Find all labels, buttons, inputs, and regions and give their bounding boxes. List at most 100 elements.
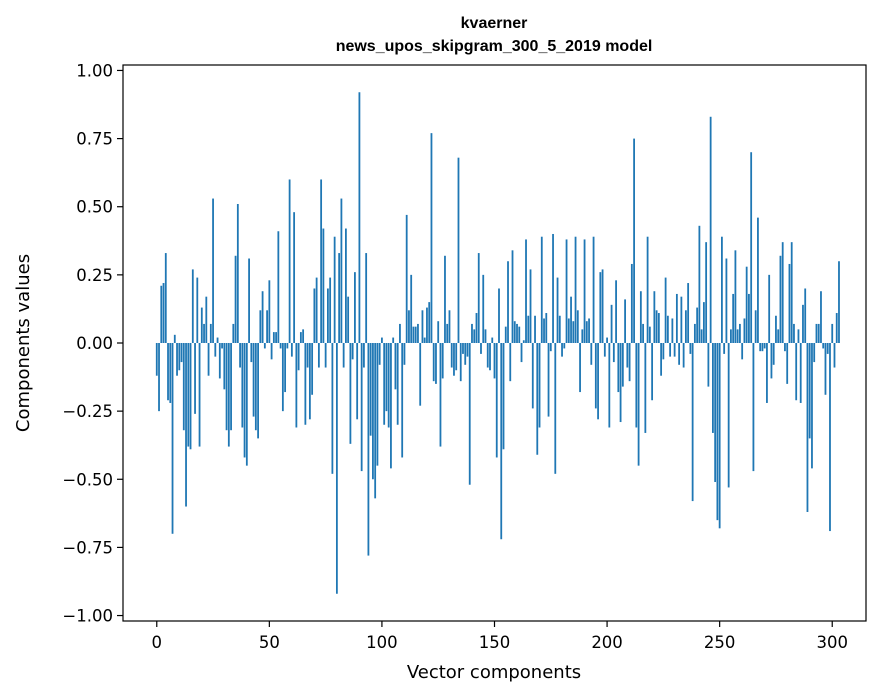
bar (806, 343, 809, 512)
bar (511, 250, 514, 343)
bar (696, 307, 699, 343)
bar (444, 255, 446, 343)
bar (363, 343, 365, 368)
bar (581, 329, 584, 343)
bar (500, 343, 503, 540)
bar (777, 329, 780, 343)
y-axis-label: Components values (13, 254, 34, 432)
bar (693, 323, 696, 343)
bar (826, 343, 829, 354)
bar (835, 313, 838, 343)
bar (284, 343, 287, 393)
bar (176, 343, 178, 376)
bar (572, 321, 575, 343)
bar (372, 343, 374, 480)
bar (320, 179, 323, 343)
bar (277, 231, 280, 343)
bar (480, 343, 482, 354)
bar (306, 343, 309, 368)
bar (266, 310, 268, 343)
bar (723, 343, 726, 354)
bar (457, 157, 460, 343)
bar (712, 343, 714, 433)
bar (290, 343, 293, 357)
bar (196, 277, 199, 343)
bar (612, 343, 615, 363)
bar (360, 343, 363, 472)
bar (540, 236, 543, 343)
bar (268, 280, 271, 343)
x-tick-label: 200 (591, 633, 623, 652)
bar (345, 228, 347, 343)
bar (439, 343, 442, 447)
bar (716, 343, 719, 521)
bar (531, 343, 534, 409)
bar (313, 288, 316, 343)
bar (484, 329, 487, 343)
bar (689, 343, 692, 354)
bar (662, 343, 665, 360)
bar (493, 343, 496, 379)
y-tick-label: −0.50 (62, 470, 113, 489)
bar (331, 343, 334, 474)
bar (180, 343, 183, 363)
bar (698, 225, 701, 343)
chart-title-line-2: news_upos_skipgram_300_5_2019 model (336, 38, 653, 55)
bar (502, 343, 505, 450)
bar (606, 337, 608, 343)
bar (610, 304, 613, 343)
bar (552, 233, 554, 343)
bar (644, 343, 647, 433)
y-tick-label: −1.00 (62, 607, 113, 626)
bar (513, 321, 516, 343)
bar (432, 343, 435, 382)
bar (468, 343, 471, 485)
bar (182, 343, 185, 431)
bar (326, 288, 329, 343)
bar (534, 315, 536, 343)
bar (225, 343, 228, 431)
bar (727, 343, 730, 488)
bar (833, 343, 836, 368)
bar (653, 291, 656, 343)
bar (169, 343, 172, 403)
x-tick-label: 150 (479, 633, 511, 652)
bar (390, 343, 392, 469)
bar (252, 343, 255, 417)
bar (630, 263, 633, 343)
bar (374, 343, 377, 499)
bar (448, 310, 451, 343)
bar (561, 343, 563, 357)
bar (261, 291, 264, 343)
bar (687, 283, 690, 343)
bar (209, 323, 212, 343)
bar (281, 343, 284, 412)
bar (597, 343, 599, 420)
bar (507, 261, 509, 343)
bar (795, 343, 798, 401)
bar (504, 326, 507, 343)
bar (775, 315, 777, 343)
y-tick-label: 0.75 (76, 130, 113, 149)
bar (453, 343, 455, 376)
bar (793, 323, 795, 343)
bar (399, 323, 401, 343)
bar (554, 343, 557, 474)
bar (464, 343, 467, 365)
bar (446, 323, 449, 343)
bar (615, 280, 617, 343)
bar (212, 198, 214, 343)
bar (259, 310, 262, 343)
bar (536, 343, 539, 455)
bar (365, 253, 368, 343)
bar (426, 307, 428, 343)
bar (815, 323, 818, 343)
bar (588, 318, 590, 343)
bar (194, 343, 196, 414)
bar (396, 343, 399, 425)
bar (721, 236, 723, 343)
bar (430, 133, 433, 343)
y-tick-label: −0.75 (62, 538, 113, 557)
bar (563, 343, 566, 349)
bar (637, 343, 640, 466)
